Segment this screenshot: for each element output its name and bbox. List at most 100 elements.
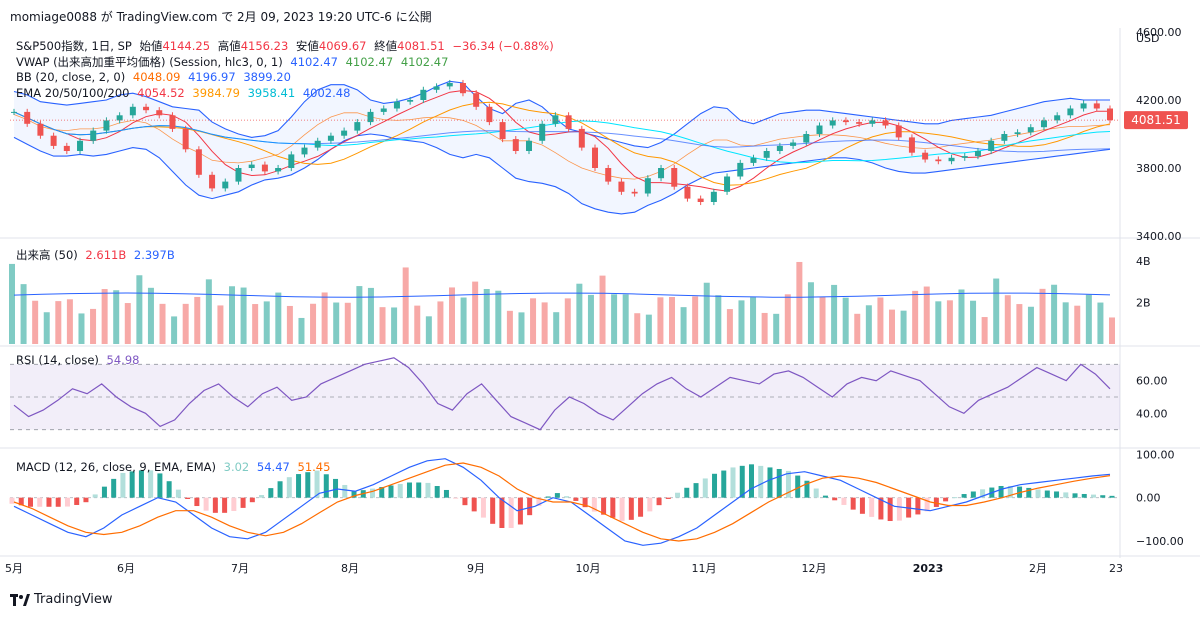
macd-legend: MACD (12, 26, close, 9, EMA, EMA) 3.02 5… [16,460,334,474]
volume-bar [946,300,953,344]
volume-bar [773,313,780,344]
candle-body [539,123,546,141]
candle-body [842,120,849,123]
candle-body [552,115,559,124]
volume-bar [1097,302,1104,344]
macd-histogram-bar [943,497,949,502]
ema200-value: 4002.48 [302,86,351,100]
macd-histogram-bar [314,470,320,498]
volume-bar [391,307,398,344]
macd-histogram-bar [573,497,579,501]
macd-histogram-bar [767,467,773,498]
macd-histogram-bar [480,497,486,518]
volume-bar [692,296,699,344]
publish-info: momiage0088 が TradingView.com で 2月 09, 2… [10,10,432,24]
macd-histogram-bar [527,497,533,516]
signal-value: 51.45 [297,460,331,474]
rsi-tick-label: 40.00 [1136,407,1168,420]
candle-body [697,198,704,202]
candle-body [129,106,136,116]
macd-histogram-bar [74,497,80,505]
macd-histogram-bar [9,497,15,504]
candle-body [367,111,374,123]
volume-bar [1085,294,1092,344]
bb-band-fill [14,81,1110,214]
macd-histogram-bar [887,497,893,522]
volume-bar [958,289,965,344]
bb-upper: 4196.97 [188,70,236,84]
macd-histogram-bar [748,464,754,498]
candle-body [473,93,480,107]
volume-bar [333,302,340,344]
candle-body [1001,134,1008,141]
candle-body [235,168,242,182]
macd-histogram-bar [259,495,265,498]
macd-histogram-bar [721,470,727,498]
macd-histogram-bar [249,497,255,503]
macd-histogram-bar [37,497,43,507]
candle-body [341,130,348,136]
candle-body [354,122,361,131]
candle-body [37,123,44,136]
macd-histogram-bar [591,497,597,512]
candle-body [1107,108,1113,121]
volume-bar [1109,317,1115,344]
time-tick-label: 2023 [913,562,944,575]
macd-histogram-bar [443,489,449,498]
macd-histogram-bar [194,497,200,507]
candle-body [63,145,70,151]
vwap-legend: VWAP (出来高加重平均価格) (Session, hlc3, 0, 1) 4… [16,54,452,70]
volume-bar [171,316,178,344]
candle-body [856,122,863,124]
volume-bar [819,296,826,344]
candle-body [327,135,334,141]
rsi-line [13,357,1111,431]
symbol-label: S&P500指数, 1日, SP [16,39,132,53]
macd-histogram-bar [148,470,154,498]
macd-histogram-bar [508,497,514,528]
volume-bar [472,281,479,344]
ema20-line [13,89,1110,192]
time-tick-label: 2月 [1029,562,1047,575]
macd-histogram-bar [129,471,135,498]
macd-tick-label: 100.00 [1136,448,1175,461]
chart-area[interactable]: 4081.51 USD 4600.00 4200.00 3800.00 3400.00 4B… [0,26,1200,584]
macd-histogram-bar [656,497,662,506]
macd-histogram-bar [1026,487,1032,498]
time-tick-label: 12月 [802,562,827,575]
volume-bar [935,301,942,344]
macd-histogram-bar [980,489,986,498]
volume-bar [1074,305,1081,344]
macd-value: 54.47 [256,460,290,474]
volume-bar [275,292,282,344]
candle-body [1093,103,1100,109]
price-tick-label: 4200.00 [1136,94,1182,107]
volume-bar [541,302,548,344]
footer: TradingView [10,592,113,607]
bb-lower-line [13,133,1111,215]
macd-histogram-bar [212,497,218,513]
vwap-v2: 4102.47 [345,55,394,69]
candle-body [869,120,876,124]
candle-body [116,115,123,121]
candle-body [750,157,757,163]
macd-histogram-bar [952,497,958,499]
macd-histogram-bar [388,485,394,498]
volume-bar [205,279,212,344]
candle-body [512,139,519,151]
volume-tick-label: 4B [1136,255,1151,268]
volume-bar [495,290,502,344]
volume-bar [240,287,247,344]
macd-histogram-bar [64,497,70,507]
candle-body [922,152,929,160]
volume-bar [32,300,39,344]
candle-body [605,168,612,182]
time-tick-label: 23 [1109,562,1123,575]
macd-histogram-bar [27,497,33,507]
volume-bar [113,290,120,344]
volume-legend: 出来高 (50) 2.611B 2.397B [16,247,179,263]
volume-bar [286,305,293,344]
candle-body [790,142,797,146]
macd-histogram-bar [83,497,89,503]
